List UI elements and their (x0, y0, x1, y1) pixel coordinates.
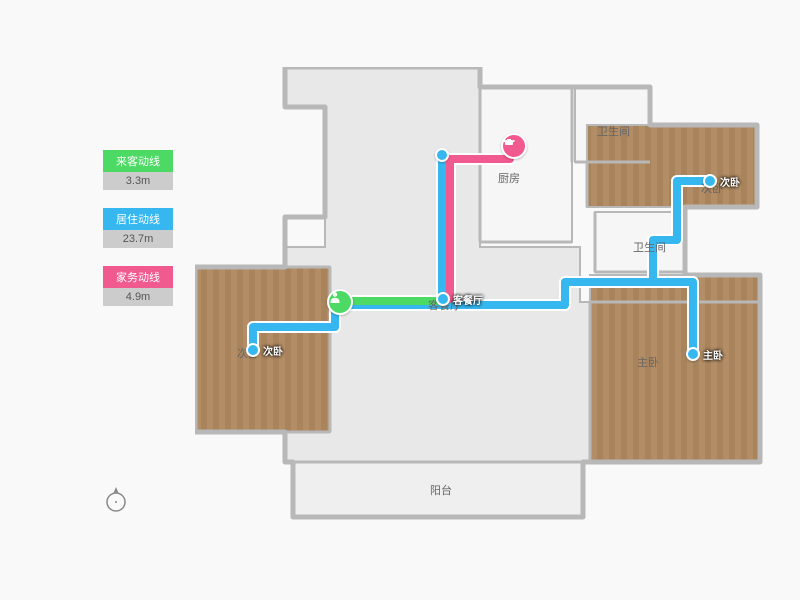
legend-value: 23.7m (103, 230, 173, 248)
legend-item-house: 家务动线4.9m (103, 266, 173, 306)
node-label: 客餐厅 (453, 292, 483, 307)
legend-value: 4.9m (103, 288, 173, 306)
room-label-bed-master: 主卧 (637, 354, 659, 370)
legend-value: 3.3m (103, 172, 173, 190)
node-label: 次卧 (263, 343, 283, 358)
legend-label: 来客动线 (103, 150, 173, 172)
legend-item-living: 居住动线23.7m (103, 208, 173, 248)
room-label-kitchen: 厨房 (498, 170, 520, 186)
room-label-bath-2: 卫生间 (633, 239, 666, 255)
path-node (435, 148, 449, 162)
legend-item-guest: 来客动线3.3m (103, 150, 173, 190)
legend-label: 家务动线 (103, 266, 173, 288)
kitchen-icon (501, 133, 527, 159)
node-label: 主卧 (703, 347, 723, 362)
room-label-bath-1: 卫生间 (597, 123, 630, 139)
room-label-balcony: 阳台 (430, 482, 452, 498)
entry-icon (327, 289, 353, 315)
legend-label: 居住动线 (103, 208, 173, 230)
compass (103, 487, 129, 513)
node-label: 次卧 (720, 174, 740, 189)
viewport: 来客动线3.3m居住动线23.7m家务动线4.9m 客餐厅厨房卫生间卫生间次卧次… (0, 0, 800, 600)
path-node (246, 343, 260, 357)
legend: 来客动线3.3m 居住动线23.7m 家务动线4.9m (103, 150, 173, 324)
path-node (703, 174, 717, 188)
floor-plan: 客餐厅厨房卫生间卫生间次卧次卧主卧阳台次卧次卧主卧客餐厅 (195, 67, 775, 547)
path-node (436, 292, 450, 306)
path-node (686, 347, 700, 361)
